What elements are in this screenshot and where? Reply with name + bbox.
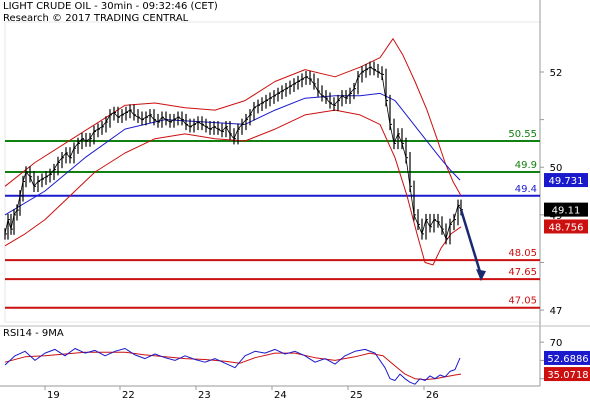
level-label: 48.05 (508, 248, 537, 259)
copyright-text: Research © 2017 TRADING CENTRAL (3, 13, 189, 24)
rsi-tag-box (544, 350, 590, 365)
lower-band-line (4, 109, 462, 266)
rsi-tag-box (544, 367, 590, 382)
price-tag-box (544, 219, 588, 234)
rsi-tick-label: 70 (550, 338, 563, 349)
price-tag-label: 48.756 (549, 222, 584, 233)
time-tick-label: 23 (198, 390, 211, 400)
time-tick-label: 19 (47, 390, 60, 400)
price-tag-label: 49.731 (549, 176, 584, 187)
price-tag-box (544, 202, 588, 217)
price-line (4, 66, 462, 240)
rsi-tag-label: 35.0718 (547, 370, 588, 381)
forecast-arrow-head (476, 269, 486, 282)
level-label: 49.9 (515, 160, 537, 171)
level-label: 47.65 (508, 267, 537, 278)
chart-title: LIGHT CRUDE OIL - 30min - 09:32:46 (CET) (3, 1, 218, 12)
rsi-tag-label: 52.6886 (547, 354, 588, 365)
level-label: 47.05 (508, 296, 537, 307)
time-tick-label: 24 (274, 390, 287, 400)
rsi-panel-title: RSI14 - 9MA (3, 328, 64, 339)
time-tick-label: 26 (426, 390, 439, 400)
moving-average-line (4, 92, 461, 216)
price-tick-label: 47 (550, 306, 563, 317)
time-tick-label: 22 (122, 390, 135, 400)
time-tick-label: 25 (350, 390, 363, 400)
rsi-ma-line (4, 351, 462, 381)
forecast-arrow-shaft (459, 209, 483, 276)
price-tag-label: 49.11 (552, 206, 581, 217)
price-tick-label: 52 (550, 68, 563, 79)
level-label: 49.4 (515, 184, 537, 195)
rsi-line (4, 348, 461, 385)
price-tag-box (544, 173, 588, 188)
price-tick-label: 50 (550, 163, 563, 174)
level-label: 50.55 (508, 129, 537, 140)
